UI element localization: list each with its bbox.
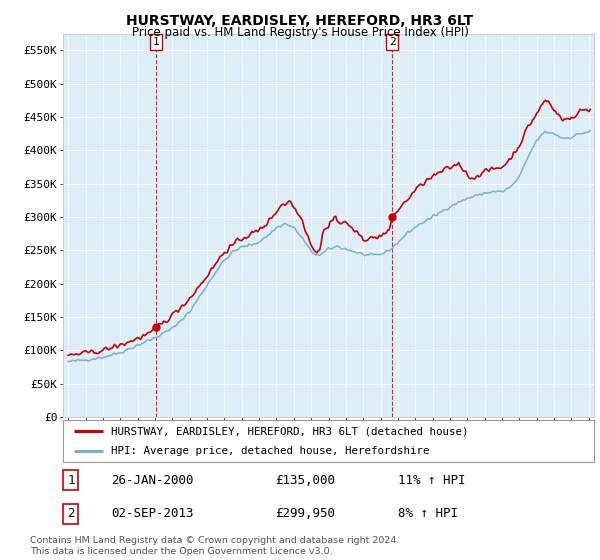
Text: 1: 1 [153,37,160,47]
Text: Contains HM Land Registry data © Crown copyright and database right 2024.
This d: Contains HM Land Registry data © Crown c… [30,536,400,556]
Text: 02-SEP-2013: 02-SEP-2013 [111,507,193,520]
Text: HURSTWAY, EARDISLEY, HEREFORD, HR3 6LT (detached house): HURSTWAY, EARDISLEY, HEREFORD, HR3 6LT (… [111,426,468,436]
Text: 26-JAN-2000: 26-JAN-2000 [111,474,193,487]
Text: HURSTWAY, EARDISLEY, HEREFORD, HR3 6LT: HURSTWAY, EARDISLEY, HEREFORD, HR3 6LT [127,14,473,28]
Text: 1: 1 [67,474,75,487]
Text: HPI: Average price, detached house, Herefordshire: HPI: Average price, detached house, Here… [111,446,429,456]
Text: 2: 2 [389,37,395,47]
Text: 11% ↑ HPI: 11% ↑ HPI [398,474,465,487]
Text: Price paid vs. HM Land Registry's House Price Index (HPI): Price paid vs. HM Land Registry's House … [131,26,469,39]
Text: £299,950: £299,950 [275,507,335,520]
Text: 2: 2 [67,507,75,520]
Text: 8% ↑ HPI: 8% ↑ HPI [398,507,458,520]
Text: £135,000: £135,000 [275,474,335,487]
